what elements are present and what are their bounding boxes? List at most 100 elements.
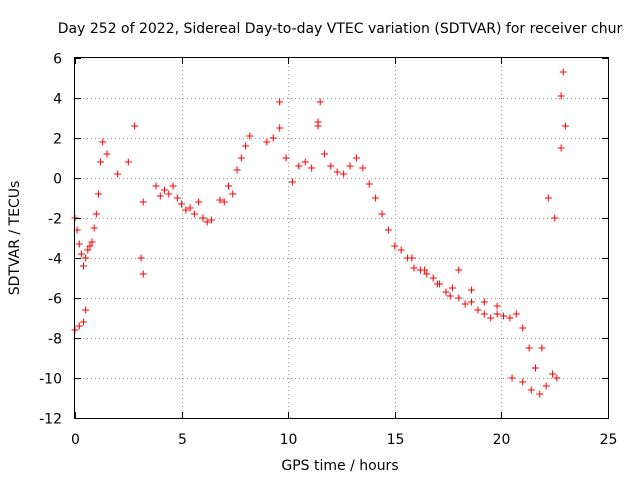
data-point	[90, 224, 98, 232]
data-point	[532, 364, 540, 372]
data-point	[288, 178, 296, 186]
data-point	[152, 182, 160, 190]
data-point	[269, 134, 277, 142]
x-axis-ticks: 0 5 10 15 20 25	[71, 58, 617, 448]
data-point	[327, 162, 335, 170]
y-tick-label: -10	[39, 372, 62, 388]
data-point	[124, 158, 132, 166]
y-tick-label: -2	[48, 212, 62, 228]
data-point	[455, 294, 463, 302]
data-point	[99, 138, 107, 146]
data-point	[190, 210, 198, 218]
y-axis-label: SDTVAR / TECUs	[7, 181, 23, 296]
y-tick-label: 2	[53, 132, 62, 148]
data-point	[549, 370, 557, 378]
data-point	[139, 198, 147, 206]
data-point	[314, 122, 322, 130]
data-point	[282, 154, 290, 162]
y-tick-label: 4	[53, 92, 62, 108]
data-point	[84, 246, 92, 254]
y-axis-ticks: -12 -10 -8 -6 -4 -2 0 2 4 6	[39, 52, 608, 428]
data-point	[203, 218, 211, 226]
data-point	[94, 190, 102, 198]
data-point	[114, 170, 122, 178]
data-point	[161, 186, 169, 194]
data-point	[423, 270, 431, 278]
data-point	[225, 182, 233, 190]
data-point	[156, 192, 164, 200]
data-point	[237, 154, 245, 162]
data-point	[525, 344, 533, 352]
x-tick-label: 10	[280, 432, 298, 448]
y-tick-label: 0	[53, 172, 62, 188]
data-point	[169, 182, 177, 190]
data-point	[216, 196, 224, 204]
x-axis-label: GPS time / hours	[281, 458, 398, 474]
data-point	[365, 180, 373, 188]
data-point	[500, 312, 508, 320]
data-point	[542, 382, 550, 390]
data-point	[378, 210, 386, 218]
data-point	[359, 164, 367, 172]
data-point	[75, 322, 83, 330]
data-point	[474, 306, 482, 314]
data-point	[220, 198, 228, 206]
gridlines	[75, 58, 608, 418]
data-point	[182, 206, 190, 214]
data-point	[333, 168, 341, 176]
data-point	[557, 92, 565, 100]
data-point	[480, 310, 488, 318]
data-point	[527, 386, 535, 394]
y-tick-label: -12	[39, 412, 62, 428]
data-point	[295, 162, 303, 170]
y-tick-label: 6	[53, 52, 62, 68]
data-point	[429, 274, 437, 282]
data-point	[340, 170, 348, 178]
data-point	[86, 242, 94, 250]
data-points	[71, 68, 569, 398]
data-point	[92, 210, 100, 218]
y-tick-label: -4	[48, 252, 62, 268]
data-point	[88, 238, 96, 246]
data-point	[139, 270, 147, 278]
data-point	[165, 190, 173, 198]
data-point	[199, 214, 207, 222]
data-point	[538, 344, 546, 352]
data-point	[97, 158, 105, 166]
data-point	[553, 374, 561, 382]
y-tick-label: -8	[48, 332, 62, 348]
data-point	[468, 298, 476, 306]
data-point	[308, 164, 316, 172]
data-point	[75, 240, 83, 248]
x-tick-label: 15	[387, 432, 405, 448]
data-point	[178, 200, 186, 208]
data-point	[195, 198, 203, 206]
data-point	[468, 286, 476, 294]
data-point	[544, 194, 552, 202]
data-point	[346, 162, 354, 170]
data-point	[455, 266, 463, 274]
data-point	[408, 254, 416, 262]
data-point	[508, 374, 516, 382]
data-point	[391, 242, 399, 250]
data-point	[551, 214, 559, 222]
x-tick-label: 25	[600, 432, 618, 448]
data-point	[137, 254, 145, 262]
data-point	[410, 264, 418, 272]
data-point	[384, 226, 392, 234]
data-point	[77, 250, 85, 258]
x-tick-label: 20	[493, 432, 511, 448]
data-point	[536, 390, 544, 398]
data-point	[80, 318, 88, 326]
data-point	[397, 246, 405, 254]
data-point	[519, 378, 527, 386]
data-point	[557, 144, 565, 152]
data-point	[493, 302, 501, 310]
x-tick-label: 5	[178, 432, 187, 448]
data-point	[229, 190, 237, 198]
data-point	[320, 150, 328, 158]
data-point	[442, 288, 450, 296]
plot-area-border	[74, 57, 609, 419]
data-point	[493, 310, 501, 318]
